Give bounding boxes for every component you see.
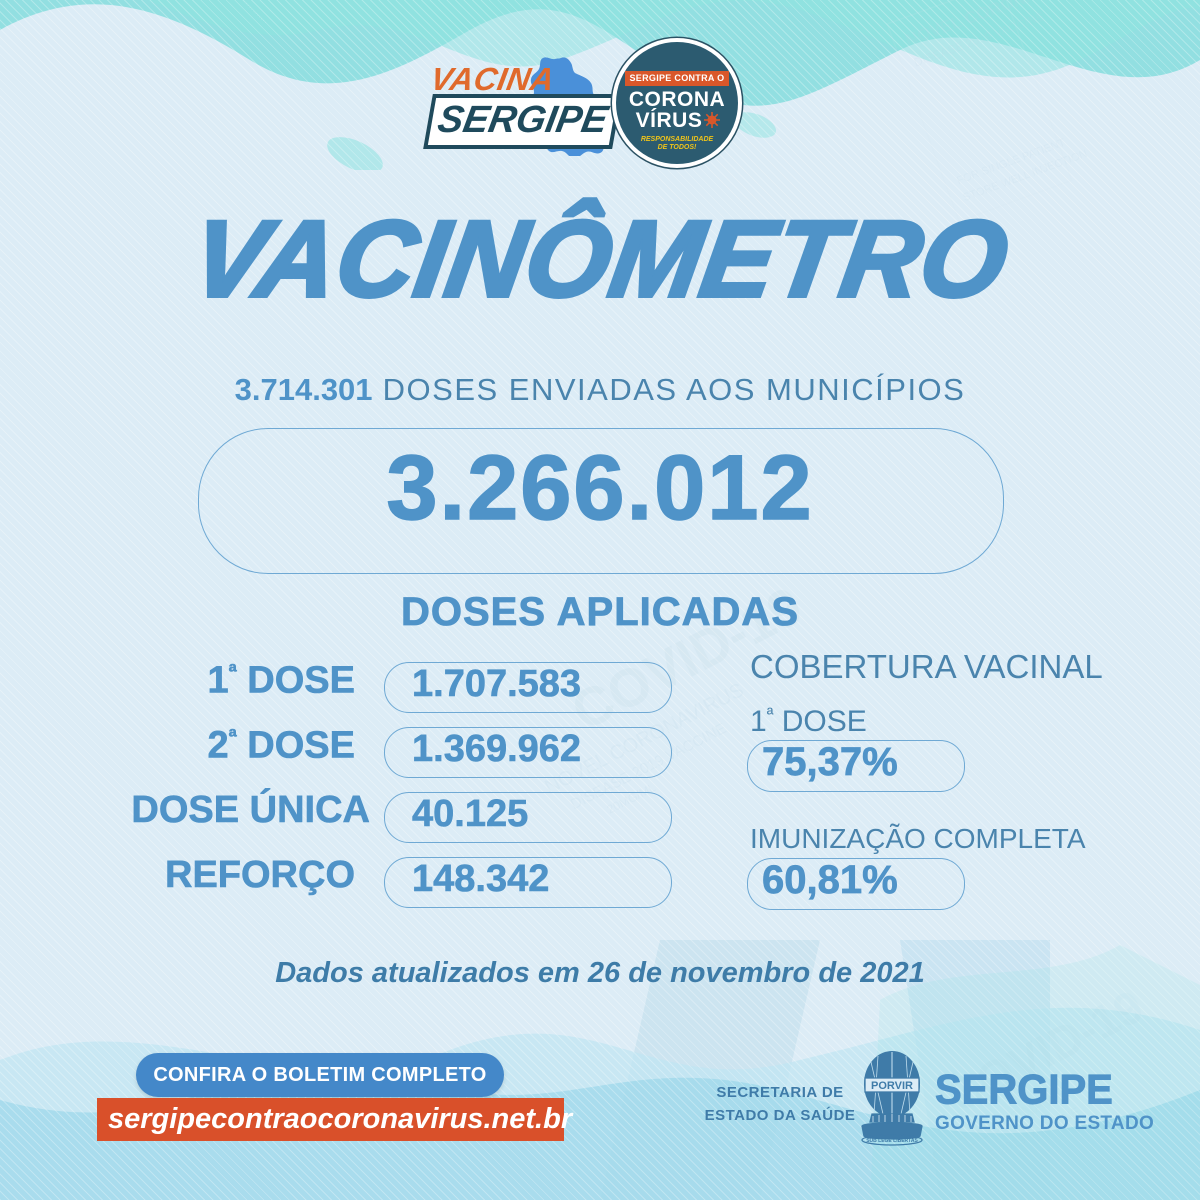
svg-text:PORVIR: PORVIR <box>871 1080 913 1092</box>
svg-text:SUB LEGE LIBERTAS: SUB LEGE LIBERTAS <box>866 1138 918 1144</box>
